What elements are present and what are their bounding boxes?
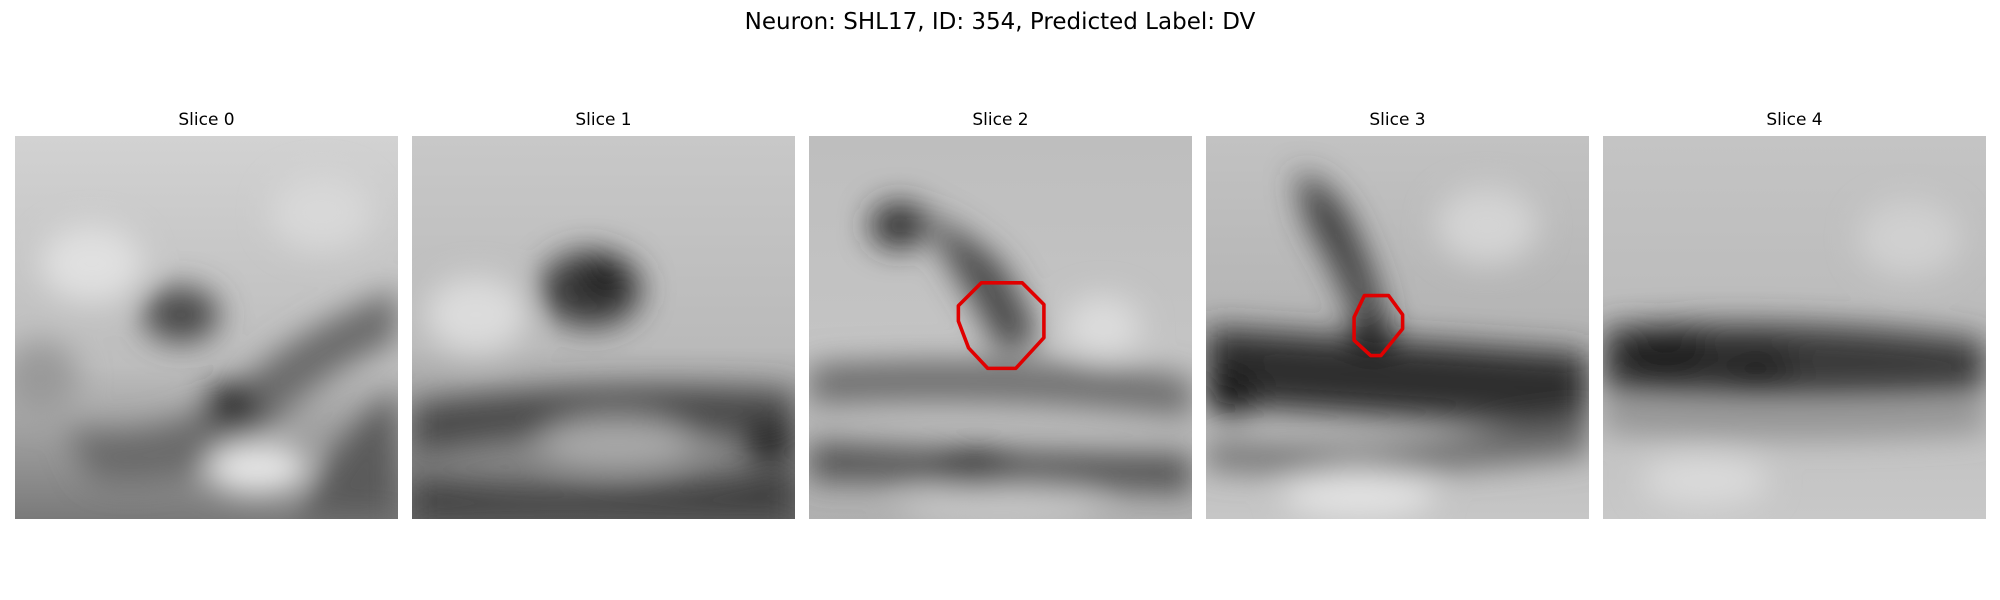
slice-title-4: Slice 4 — [1766, 110, 1823, 130]
slice-title-0: Slice 0 — [178, 110, 235, 130]
slice-image-2 — [809, 136, 1192, 519]
slice-title-1: Slice 1 — [575, 110, 632, 130]
slice-image-0 — [15, 136, 398, 519]
slice-image-3 — [1206, 136, 1589, 519]
slice-image-4 — [1603, 136, 1986, 519]
roi-outline — [956, 281, 1046, 371]
slice-title-2: Slice 2 — [972, 110, 1029, 130]
figure-title: Neuron: SHL17, ID: 354, Predicted Label:… — [744, 9, 1256, 35]
slice-image-1 — [412, 136, 795, 519]
slice-title-3: Slice 3 — [1369, 110, 1426, 130]
roi-outline — [1352, 293, 1405, 358]
